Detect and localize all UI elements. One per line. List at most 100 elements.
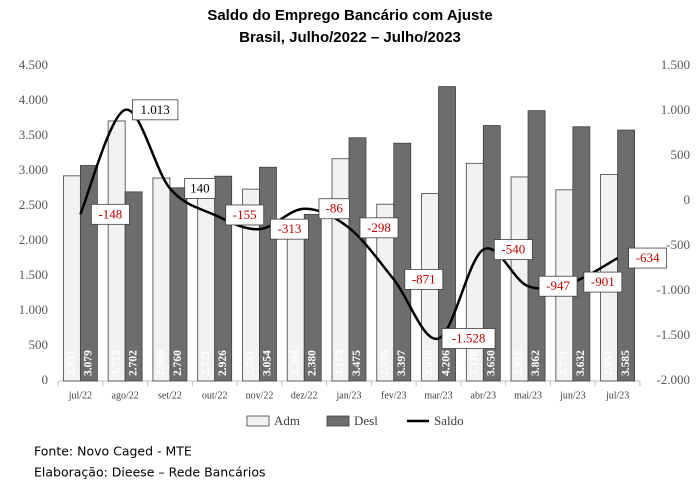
- legend-label: Adm: [274, 413, 300, 428]
- bar-value-label: 3.079: [83, 350, 95, 376]
- legend-label: Saldo: [434, 413, 464, 428]
- bar: [303, 213, 322, 382]
- chart-title: Saldo do Emprego Bancário com Ajuste: [207, 7, 492, 24]
- legend-swatch: [246, 415, 270, 427]
- x-tick-label: abr/23: [471, 390, 497, 401]
- label-box: [404, 268, 444, 290]
- y-tick-label: 3.500: [19, 127, 48, 142]
- line-value-label: -148: [98, 206, 122, 221]
- bar-value-label: 2.915: [513, 350, 525, 376]
- label-box: [359, 217, 399, 239]
- line-value-label: -313: [278, 221, 302, 236]
- legend-label: Desl: [354, 413, 378, 428]
- source-note: Fonte: Novo Caged - MTE: [34, 444, 192, 459]
- bar: [348, 137, 367, 382]
- x-tick-label: out/22: [202, 390, 228, 401]
- bar-value-label: 3.585: [620, 350, 632, 376]
- x-tick-label: set/22: [158, 390, 182, 401]
- bar: [107, 120, 126, 382]
- x-tick-label: fev/23: [381, 390, 407, 401]
- label-box: [493, 239, 533, 261]
- label-box: [184, 177, 216, 199]
- bar: [331, 158, 350, 382]
- y-tick-label: 1.000: [19, 302, 48, 317]
- bar-value-label: 3.054: [262, 350, 274, 376]
- bar-value-label: 2.741: [245, 350, 257, 376]
- bar-value-label: 2.380: [306, 350, 318, 376]
- line-value-label: -871: [412, 271, 436, 286]
- label-box: [538, 275, 578, 297]
- x-tick-label: mai/23: [514, 390, 542, 401]
- label-box: [441, 328, 496, 349]
- x-tick-label: jul/23: [605, 390, 629, 401]
- y2-tick-label: -2.000: [656, 372, 690, 387]
- y-tick-label: 0: [42, 372, 49, 387]
- y-tick-label: 4.000: [19, 92, 48, 107]
- y-tick-label: 500: [29, 337, 49, 352]
- line-value-label: -86: [326, 201, 344, 216]
- y2-tick-label: 1.500: [661, 57, 690, 72]
- x-tick-label: jun/23: [559, 390, 586, 401]
- x-tick-label: dez/22: [291, 390, 318, 401]
- bar-value-label: 2.951: [603, 350, 615, 376]
- credit-note: Elaboração: Dieese – Rede Bancários: [34, 465, 266, 480]
- line-value-label: -1.528: [452, 331, 486, 346]
- x-tick-label: ago/22: [112, 390, 139, 401]
- line-value-label: -634: [636, 250, 660, 265]
- y2-tick-label: 1.000: [661, 102, 690, 117]
- bar-value-label: 3.715: [110, 350, 122, 376]
- legend-swatch: [326, 415, 350, 427]
- y-tick-label: 2.000: [19, 232, 48, 247]
- bar-value-label: 2.900: [155, 350, 167, 376]
- line-value-label: -947: [546, 278, 570, 293]
- y-tick-label: 2.500: [19, 197, 48, 212]
- bar: [572, 126, 591, 382]
- bar-value-label: 2.526: [379, 350, 391, 376]
- chart-subtitle: Brasil, Julho/2022 – Julho/2023: [239, 29, 461, 46]
- bar: [438, 86, 456, 382]
- bar-value-label: 4.206: [441, 350, 453, 376]
- bar-value-label: 2.771: [200, 350, 212, 376]
- label-box: [583, 271, 623, 293]
- line-value-label: -298: [367, 220, 391, 235]
- bar: [79, 165, 98, 382]
- y-tick-label: 3.000: [19, 162, 48, 177]
- bar: [124, 191, 143, 382]
- y2-tick-label: -1.500: [656, 327, 690, 342]
- y2-tick-label: 500: [671, 147, 691, 162]
- line-value-label: 140: [190, 180, 210, 195]
- y-tick-label: 4.500: [19, 57, 48, 72]
- bar: [393, 142, 412, 382]
- label-box: [132, 99, 179, 121]
- bar-value-label: 3.397: [396, 350, 408, 376]
- line-value-label: 1.013: [141, 102, 170, 117]
- bar-value-label: 3.862: [530, 350, 542, 376]
- bar-value-label: 3.175: [334, 350, 346, 376]
- y2-tick-label: -500: [666, 237, 690, 252]
- line-value-label: -901: [591, 274, 615, 289]
- bar: [259, 166, 277, 382]
- label-box: [270, 218, 309, 240]
- bar-value-label: 2.926: [217, 350, 229, 376]
- y2-tick-label: 0: [684, 192, 691, 207]
- bar-value-label: 3.632: [575, 350, 587, 376]
- bar-value-label: 3.110: [468, 351, 480, 376]
- bar-value-label: 2.731: [558, 350, 570, 376]
- label-box: [318, 198, 350, 220]
- x-tick-label: nov/22: [246, 390, 274, 401]
- bar-value-label: 3.475: [351, 350, 363, 376]
- y-tick-label: 1.500: [19, 267, 48, 282]
- x-tick-label: jan/23: [336, 390, 362, 401]
- bar: [214, 175, 233, 382]
- line-value-label: -155: [233, 207, 257, 222]
- saldo-line: [79, 108, 619, 340]
- bar-value-label: 2.678: [424, 350, 436, 376]
- bar: [169, 187, 188, 382]
- bar-value-label: 2.931: [66, 350, 78, 376]
- label-box: [628, 247, 668, 269]
- line-value-label: -540: [501, 242, 525, 257]
- bar-value-label: 2.702: [127, 350, 139, 376]
- label-box: [90, 203, 130, 225]
- bar-value-label: 3.650: [485, 350, 497, 376]
- label-box: [225, 204, 265, 226]
